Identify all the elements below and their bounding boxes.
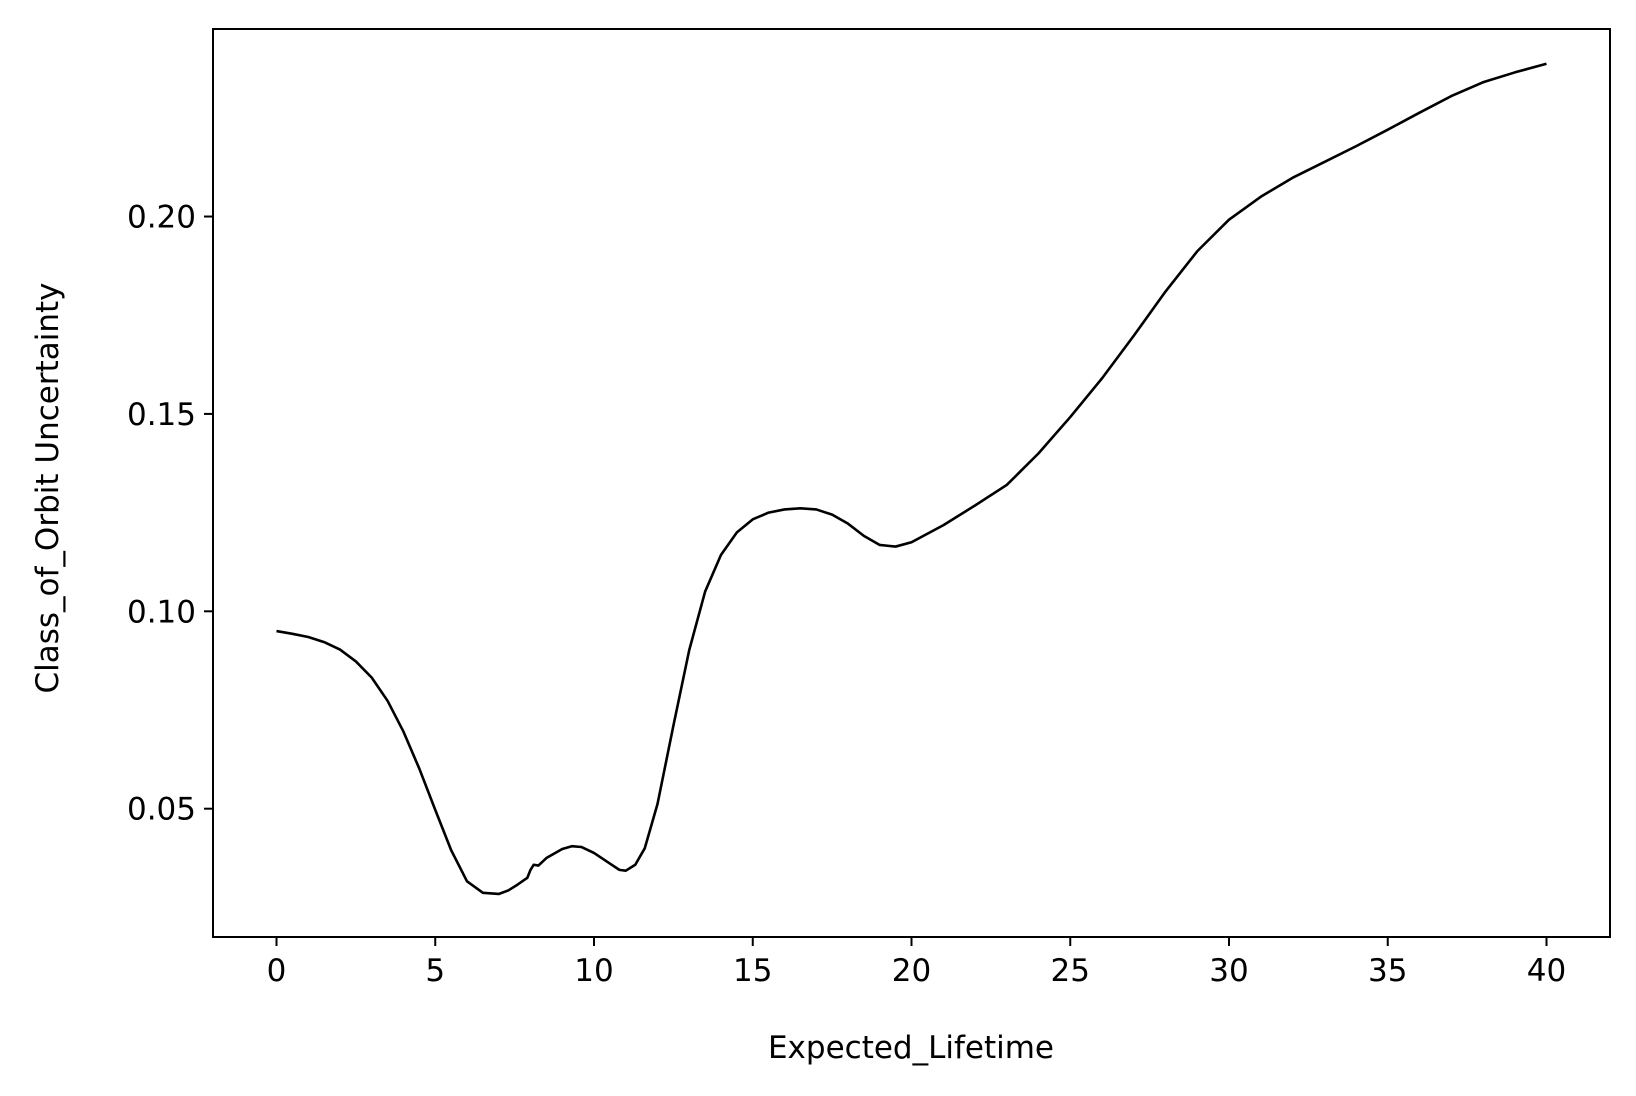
x-tick-label: 20 — [892, 953, 931, 989]
y-axis-label: Class_of_Orbit Uncertainty — [30, 283, 66, 694]
x-tick-label: 40 — [1527, 953, 1566, 989]
x-tick-label: 35 — [1368, 953, 1407, 989]
plot-frame — [212, 28, 1611, 938]
x-tick-label: 30 — [1209, 953, 1248, 989]
y-tick-label: 0.10 — [127, 594, 196, 630]
y-tick-label: 0.15 — [127, 397, 196, 433]
x-axis-ticks: 0 5 10 15 20 25 30 35 40 — [267, 937, 1566, 989]
plot-area — [276, 62, 1547, 896]
y-tick-label: 0.05 — [127, 792, 196, 828]
x-tick-label: 5 — [425, 953, 445, 989]
y-tick-label: 0.20 — [127, 200, 196, 236]
x-tick-label: 0 — [267, 953, 287, 989]
y-axis-ticks: 0.05 0.10 0.15 0.20 — [127, 200, 213, 828]
x-axis-label: Expected_Lifetime — [768, 1030, 1054, 1066]
x-tick-label: 25 — [1051, 953, 1090, 989]
series-line-0 — [276, 62, 1547, 896]
x-tick-label: 15 — [733, 953, 772, 989]
x-tick-label: 10 — [574, 953, 613, 989]
